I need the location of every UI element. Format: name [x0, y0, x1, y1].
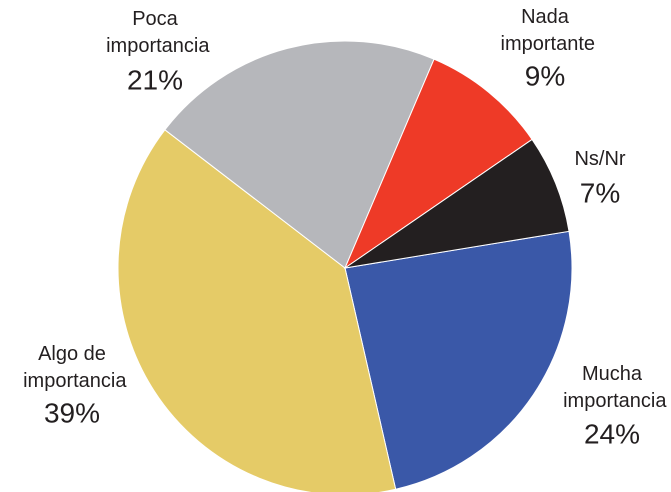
label-line: importancia: [558, 390, 668, 412]
slice-label: Algo de importancia: [18, 343, 128, 392]
slice-value-label: 9%: [525, 60, 565, 91]
label-line: Nada: [521, 6, 570, 28]
slice-label: Ns/Nr: [574, 148, 625, 170]
label-line: Poca: [132, 8, 178, 30]
pie-slice: [343, 58, 533, 270]
label-line: importancia: [18, 370, 128, 392]
slice-label: Nada importante: [495, 6, 595, 55]
label-line: Ns/Nr: [574, 148, 625, 170]
label-line: importancia: [101, 35, 211, 57]
slice-value-label: 39%: [44, 397, 100, 428]
slice-value-label: 21%: [127, 64, 183, 95]
pie-slice: [164, 40, 435, 269]
slice-label: Poca importancia: [101, 8, 211, 57]
pie-slice: [344, 230, 573, 490]
pie-slice: [117, 129, 397, 492]
pie-slice: [344, 138, 570, 269]
label-line: Mucha: [582, 363, 643, 385]
slice-value-label: 7%: [580, 177, 620, 208]
label-line: Algo de: [38, 343, 106, 365]
slice-label: Mucha importancia: [558, 363, 668, 412]
label-line: importante: [495, 33, 595, 55]
slice-value-label: 24%: [584, 418, 640, 449]
